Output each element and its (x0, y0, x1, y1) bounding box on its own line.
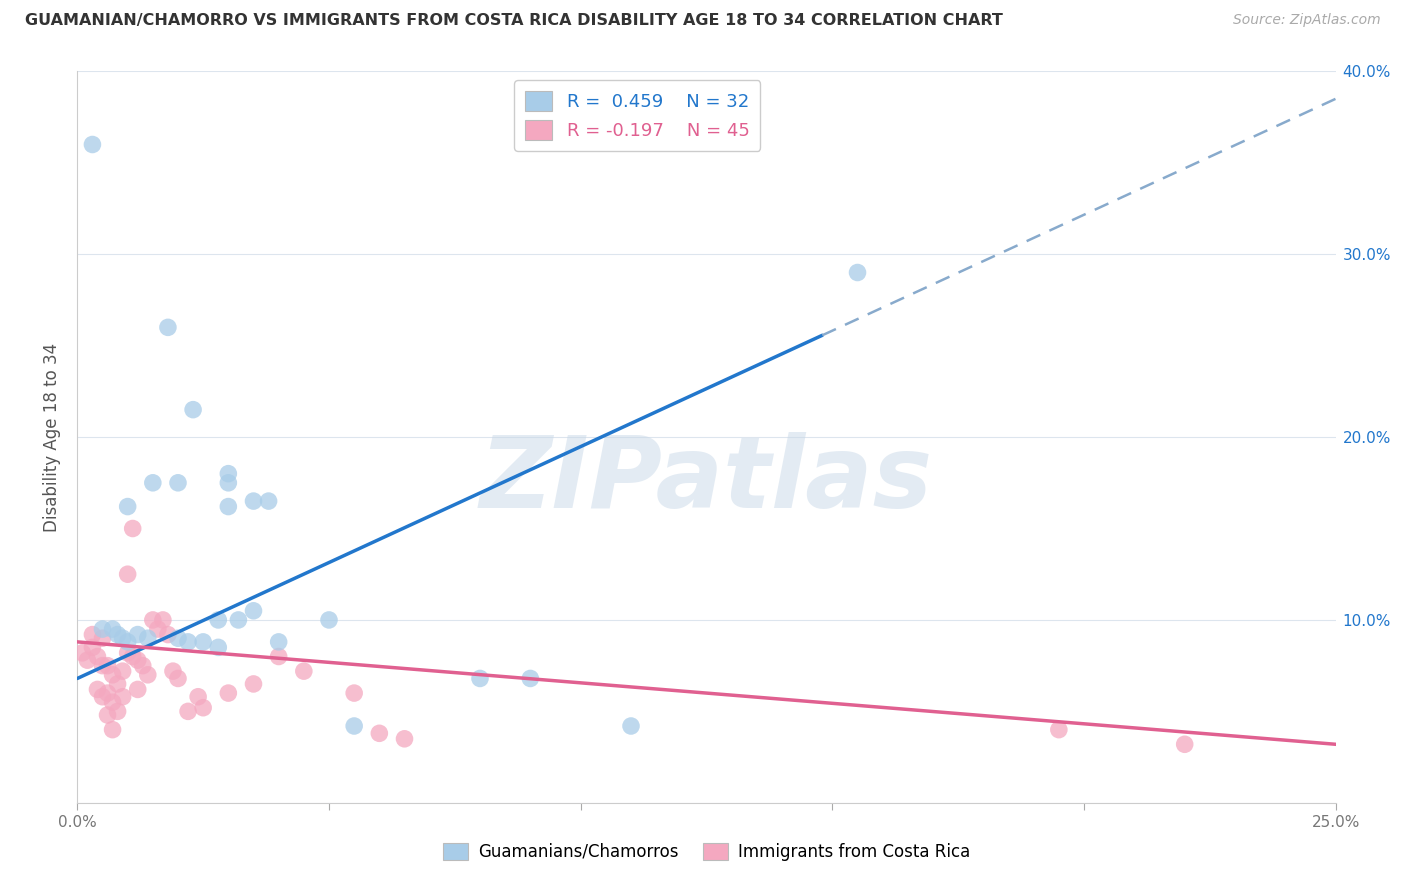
Point (72, 646, 94, 660)
Point (228, 613, 250, 627)
Point (187, 690, 209, 704)
Text: Source: ZipAtlas.com: Source: ZipAtlas.com (1233, 13, 1381, 28)
Point (343, 719, 366, 733)
Point (267, 649, 290, 664)
Legend: Guamanians/Chamorros, Immigrants from Costa Rica: Guamanians/Chamorros, Immigrants from Co… (436, 836, 977, 868)
Point (191, 700, 215, 714)
Point (156, 320, 179, 334)
Point (96, 686, 118, 700)
Point (343, 686, 366, 700)
Point (111, 664, 134, 678)
Point (242, 677, 264, 691)
Point (136, 632, 159, 646)
Point (257, 494, 280, 508)
Point (242, 604, 264, 618)
Point (117, 500, 139, 514)
Point (136, 667, 159, 681)
Point (217, 686, 239, 700)
Point (167, 475, 190, 490)
Point (91, 622, 114, 636)
Point (121, 649, 143, 664)
Point (82, 627, 104, 641)
Point (91, 632, 114, 646)
Point (146, 622, 169, 636)
Point (292, 664, 315, 678)
Point (181, 402, 204, 417)
Point (167, 632, 190, 646)
Point (111, 632, 134, 646)
Point (101, 667, 124, 681)
Point (1174, 737, 1197, 751)
Point (846, 266, 869, 280)
Point (162, 664, 184, 678)
Point (207, 613, 229, 627)
Text: GUAMANIAN/CHAMORRO VS IMMIGRANTS FROM COSTA RICA DISABILITY AGE 18 TO 34 CORRELA: GUAMANIAN/CHAMORRO VS IMMIGRANTS FROM CO… (25, 13, 1004, 29)
Point (91, 690, 114, 704)
Point (142, 475, 165, 490)
Point (519, 672, 541, 686)
Point (217, 467, 239, 481)
Point (207, 640, 229, 655)
Point (191, 635, 215, 649)
Text: ZIPatlas: ZIPatlas (479, 433, 934, 530)
Point (96, 708, 118, 723)
Point (242, 494, 264, 508)
Point (82, 640, 104, 655)
Point (96, 658, 118, 673)
Point (217, 500, 239, 514)
Point (394, 731, 416, 746)
Point (468, 672, 491, 686)
Point (177, 705, 200, 719)
Y-axis label: Disability Age 18 to 34: Disability Age 18 to 34 (44, 343, 62, 532)
Point (76, 653, 98, 667)
Point (127, 682, 149, 697)
Point (1047, 723, 1070, 737)
Point (117, 567, 139, 582)
Point (101, 622, 124, 636)
Point (86, 682, 108, 697)
Point (107, 627, 129, 641)
Point (107, 677, 129, 691)
Point (107, 705, 129, 719)
Point (111, 690, 134, 704)
Point (91, 658, 114, 673)
Point (167, 672, 190, 686)
Point (368, 726, 391, 740)
Point (127, 627, 149, 641)
Point (127, 653, 149, 667)
Point (142, 613, 165, 627)
Point (101, 723, 124, 737)
Point (267, 635, 290, 649)
Point (217, 475, 239, 490)
Point (121, 521, 143, 535)
Point (318, 613, 340, 627)
Point (117, 635, 139, 649)
Point (82, 137, 104, 152)
Point (101, 695, 124, 709)
Point (156, 627, 179, 641)
Point (86, 649, 108, 664)
Point (152, 613, 174, 627)
Point (117, 646, 139, 660)
Point (620, 719, 643, 733)
Point (177, 635, 200, 649)
Point (132, 658, 155, 673)
